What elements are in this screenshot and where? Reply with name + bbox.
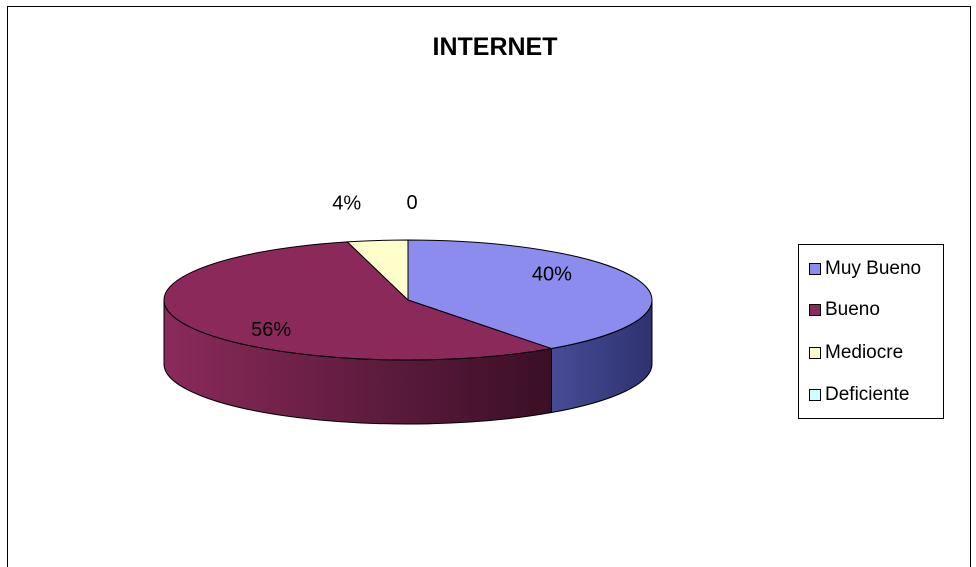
pie-slice-muy-bueno — [407, 239, 653, 350]
legend-item-mediocre: Mediocre — [809, 341, 903, 365]
chart-title: INTERNET — [432, 33, 558, 61]
legend-swatch — [809, 389, 821, 401]
legend-item-bueno: Bueno — [809, 298, 880, 322]
legend-swatch — [809, 263, 821, 275]
data-label-bueno: 56% — [251, 319, 291, 341]
legend-swatch — [809, 304, 821, 316]
legend-item-deficiente: Deficiente — [809, 383, 910, 407]
legend-swatch — [809, 347, 821, 359]
legend-label: Mediocre — [825, 342, 904, 363]
chart-frame — [7, 6, 971, 567]
legend: Muy Bueno Bueno Mediocre Deficiente — [798, 244, 944, 419]
data-label-muy-bueno: 40% — [532, 264, 572, 286]
legend-label: Bueno — [825, 299, 880, 320]
legend-label: Deficiente — [825, 384, 910, 405]
legend-item-muy-bueno: Muy Bueno — [809, 257, 921, 281]
data-label-mediocre: 4% — [332, 192, 361, 214]
legend-label: Muy Bueno — [825, 258, 922, 279]
pie-slice-bueno — [163, 241, 552, 361]
data-label-deficiente: 0 — [406, 192, 417, 214]
